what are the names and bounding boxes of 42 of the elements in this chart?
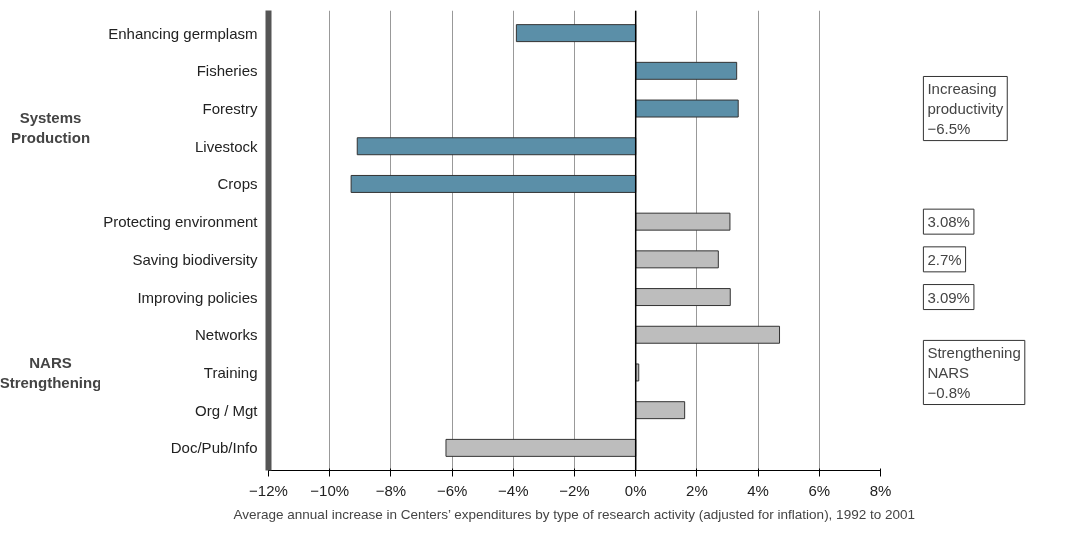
x-tick-label: −12%: [249, 481, 288, 499]
x-tick-label: −6%: [436, 481, 468, 499]
text: Systems Production: [10, 108, 91, 147]
bar: [350, 174, 637, 193]
y-tick-label: Forestry: [202, 100, 258, 118]
bar: [635, 401, 686, 420]
y-tick-label: Enhancing germplasm: [108, 24, 258, 42]
x-axis-title: Average annual increase in Centers’ expenditures by type of research activity (adjusted for inflation), 1992 to 2001: [233, 506, 915, 522]
bar: [445, 438, 637, 457]
x-tick-label: 4%: [747, 481, 769, 499]
y-tick-label: Training: [203, 363, 258, 381]
y-tick-label: Networks: [194, 326, 258, 344]
bar: [635, 212, 731, 231]
bar: [635, 288, 731, 307]
x-tick-label: 8%: [869, 481, 892, 499]
y-tick-label: Improving policies: [137, 288, 258, 306]
y-tick-label: Livestock: [194, 137, 258, 155]
x-tick-label: 0%: [624, 481, 647, 499]
y-tick-label: Protecting environment: [103, 213, 259, 231]
x-tick-label: 6%: [808, 481, 831, 499]
bar: [635, 61, 738, 80]
bar: [635, 99, 739, 118]
text: Strengthening NARS −0.8%: [927, 344, 1021, 401]
x-tick-label: 2%: [686, 481, 708, 499]
x-tick-label: −10%: [310, 481, 350, 499]
text: NARS Strengthening: [0, 353, 102, 392]
bar: [515, 24, 637, 43]
y-tick-label: Saving biodiversity: [132, 250, 258, 268]
y-tick-label: Fisheries: [196, 62, 258, 80]
bar: [635, 325, 781, 344]
text: Increasing productivity −6.5%: [927, 80, 1004, 137]
y-tick-label: Doc/Pub/Info: [170, 439, 258, 457]
text: 2.7%: [927, 250, 962, 268]
bar: [635, 250, 719, 269]
x-tick-label: −4%: [498, 481, 529, 499]
text: 3.08%: [927, 213, 970, 231]
bar: [356, 137, 637, 156]
text: 3.09%: [927, 288, 970, 306]
y-tick-label: Crops: [217, 175, 258, 193]
y-tick-label: Org / Mgt: [194, 401, 259, 419]
x-tick-label: −2%: [559, 481, 590, 499]
x-tick-label: −8%: [375, 481, 407, 499]
